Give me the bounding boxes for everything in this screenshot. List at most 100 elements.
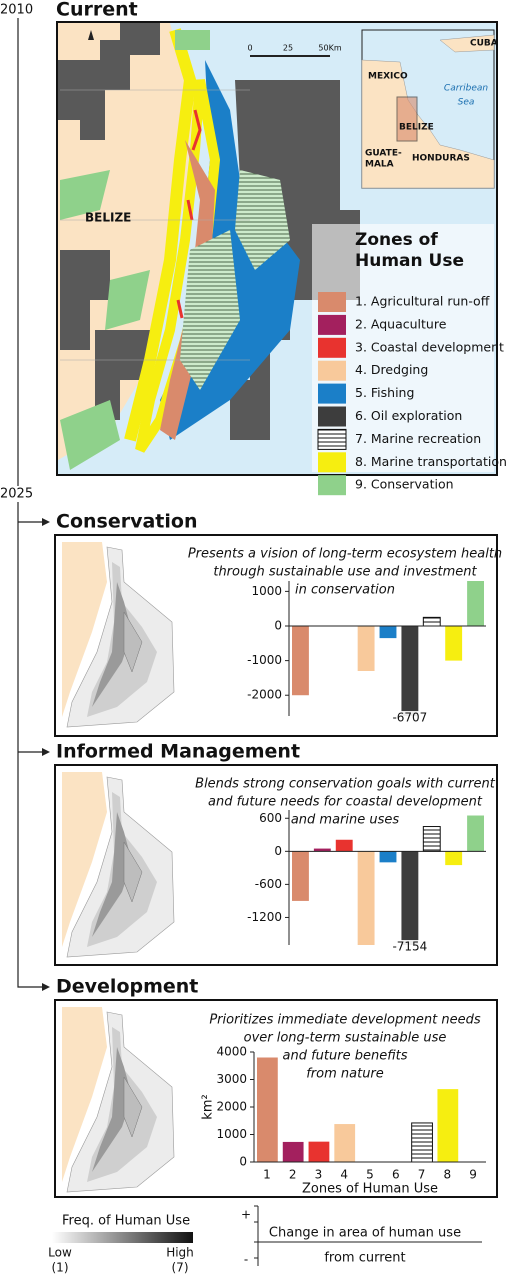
caption: and future benefits [283,1049,408,1064]
bar [437,1089,459,1162]
y-tick-label: 3000 [216,1072,247,1086]
map-label: Carribean [444,84,488,94]
legend-swatch [318,475,346,496]
caption: Prioritizes immediate development needs [209,1013,481,1028]
x-tick-label: 5 [366,1168,374,1182]
legend-axis [254,1205,482,1266]
caption: through sustainable use and investment [213,565,477,580]
caption: and future needs for coastal development [208,795,483,810]
bar [292,851,309,901]
legend-label: 5. Fishing [355,385,414,400]
bar [445,851,463,866]
legend-label: 1. Agricultural run-off [355,294,490,309]
legend-title: Human Use [355,251,464,271]
map-label: CUBA [470,39,498,49]
map-label: GUATE- [365,149,402,159]
section-title: Current [56,0,138,21]
bar [357,626,375,671]
y-tick-label: 1000 [251,584,282,598]
x-tick-label: 7 [418,1168,426,1182]
x-tick-label: 1 [263,1168,271,1182]
caption: from nature [306,1067,384,1082]
caption: Blends strong conservation goals with cu… [195,777,496,792]
legend-label: 2. Aquaculture [355,316,447,331]
bar [313,848,331,852]
bar [401,851,419,945]
scale-label: 0 [247,44,252,53]
x-tick-label: 3 [315,1168,323,1182]
value-label: -7154 [392,940,427,954]
timeline [17,12,48,988]
section-title: Conservation [56,511,197,533]
year: 2010 [0,3,33,18]
x-tick-label: 9 [469,1168,477,1182]
legend-swatch [318,383,346,404]
y-tick-label: 2000 [216,1100,247,1114]
y-axis-label: km² [201,1094,216,1119]
value-label: -6707 [392,711,427,725]
y-tick-label: 1000 [216,1127,247,1141]
legend-label: 6. Oil exploration [355,408,462,423]
legend-swatch [318,406,346,427]
caption: over long-term sustainable use [244,1031,447,1046]
bar [308,1141,330,1162]
bar [357,851,375,945]
legend-swatch [318,452,346,473]
y-tick-label: -2000 [247,688,282,702]
legend-label: + [241,1208,251,1222]
legend-swatch [318,292,346,312]
legend-label: from current [324,1251,405,1266]
bar [335,839,353,852]
bar [467,581,484,626]
legend-label: 8. Marine transportation [355,454,507,469]
scale-label: 25 [283,44,293,53]
bar [379,851,397,863]
bar [379,626,397,639]
section-title: Informed Management [56,741,300,763]
legend-label: 9. Conservation [355,477,454,492]
y-tick-label: -1000 [247,653,282,667]
caption: Presents a vision of long-term ecosystem… [188,547,502,562]
legend-label: Low [48,1246,72,1260]
caption: and marine uses [291,813,400,828]
legend-label: 3. Coastal development [355,339,504,354]
value-label-bg [390,940,429,954]
x-axis-label: Zones of Human Use [302,1182,438,1197]
section-title: Development [56,976,198,998]
map-label: MEXICO [368,72,408,82]
map-label: HONDURAS [412,154,470,164]
y-tick-label: 4000 [216,1045,247,1059]
map [56,21,498,476]
bar [422,616,441,627]
legend-label: Change in area of human use [269,1226,461,1241]
timeline-branch [18,521,48,753]
y-tick-label: 0 [274,619,282,633]
legend-label: (1) [52,1261,69,1275]
bar [292,626,309,696]
bar [401,626,419,716]
legend-swatch [318,337,346,358]
value-label-bg [390,711,429,725]
legend-label: High [166,1246,194,1260]
map-label: Sea [458,98,475,108]
map-label: BELIZE [399,123,434,133]
x-tick-label: 2 [289,1168,297,1182]
y-tick-label: 0 [239,1155,247,1169]
map-label: MALA [365,160,394,170]
legend-label: 7. Marine recreation [355,431,481,446]
y-tick-label: -600 [255,877,282,891]
legend-swatch [317,428,347,450]
legend-label: 4. Dredging [355,362,428,377]
y-tick-label: 600 [259,811,282,825]
legend-label: - [244,1253,248,1267]
scale-label: 50Km [318,44,341,53]
legend-label: (7) [172,1261,189,1275]
caption: in conservation [295,583,395,598]
bar [411,1122,433,1163]
bar [282,1141,304,1162]
year: 2025 [0,487,33,502]
gradient-bar [52,1232,193,1243]
bar [334,1124,356,1162]
bar [257,1057,278,1162]
